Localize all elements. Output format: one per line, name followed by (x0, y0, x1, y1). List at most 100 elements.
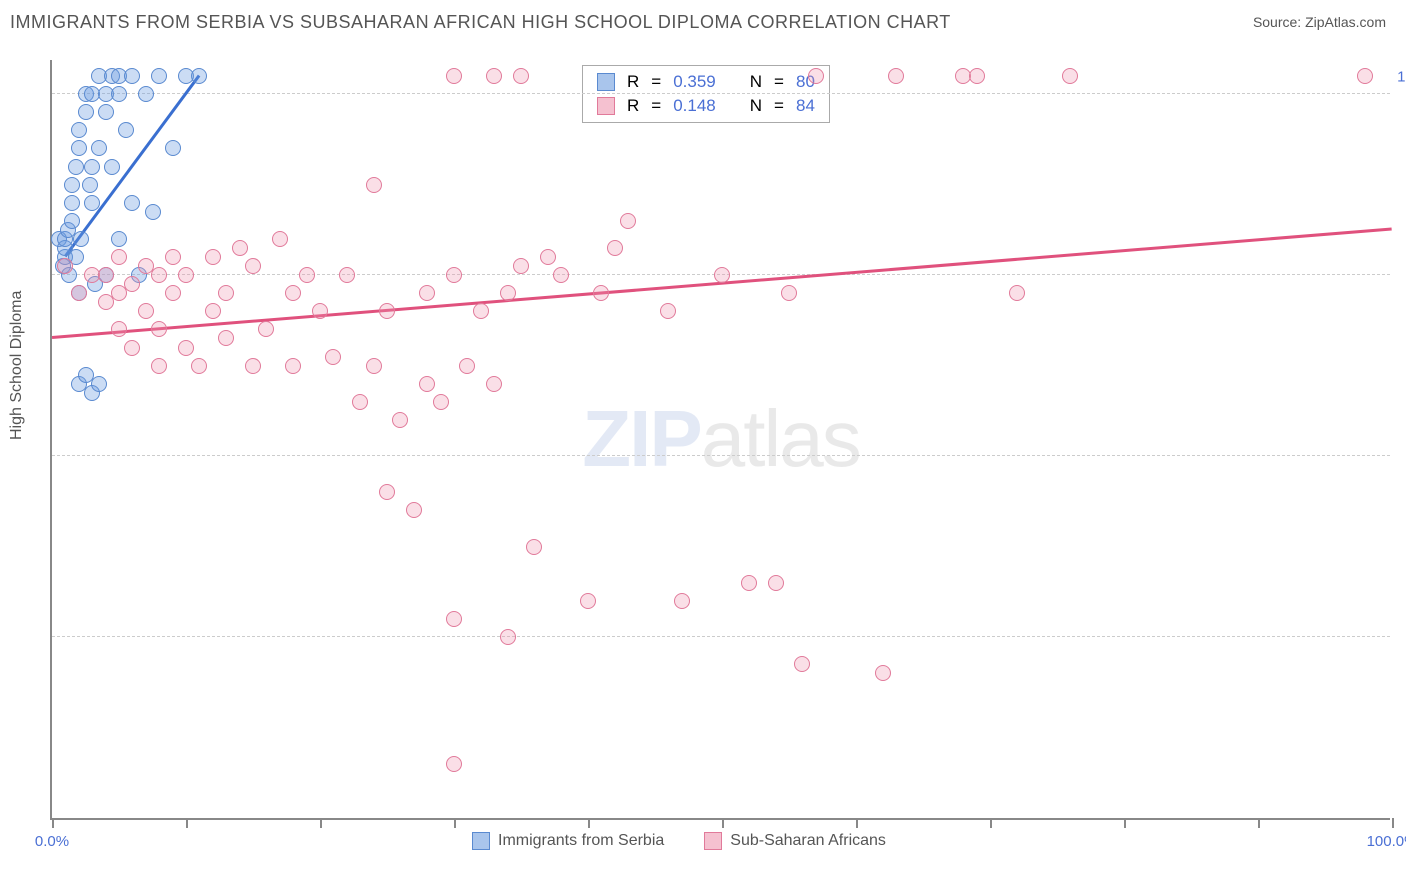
legend-item-subsaharan: Sub-Saharan Africans (704, 832, 886, 850)
watermark-atlas: atlas (701, 394, 860, 483)
swatch-subsaharan (597, 97, 615, 115)
data-point (111, 321, 127, 337)
data-point (285, 285, 301, 301)
data-point (178, 267, 194, 283)
legend-swatch-subsaharan (704, 832, 722, 850)
stat-eq: = (774, 72, 784, 92)
legend-label-serbia: Immigrants from Serbia (498, 832, 664, 850)
data-point (580, 593, 596, 609)
stat-r-label: R (627, 96, 639, 116)
data-point (84, 159, 100, 175)
data-point (165, 140, 181, 156)
data-point (620, 213, 636, 229)
data-point (165, 249, 181, 265)
data-point (218, 330, 234, 346)
x-tick-label: 100.0% (1367, 833, 1406, 850)
data-point (258, 321, 274, 337)
data-point (57, 258, 73, 274)
data-point (339, 267, 355, 283)
data-point (1009, 285, 1025, 301)
data-point (272, 231, 288, 247)
legend-swatch-serbia (472, 832, 490, 850)
data-point (124, 340, 140, 356)
data-point (218, 285, 234, 301)
x-tick (320, 818, 322, 828)
data-point (888, 68, 904, 84)
data-point (124, 276, 140, 292)
data-point (151, 68, 167, 84)
data-point (486, 68, 502, 84)
data-point (366, 177, 382, 193)
x-tick-label: 0.0% (35, 833, 69, 850)
data-point (178, 340, 194, 356)
data-point (406, 502, 422, 518)
x-tick (454, 818, 456, 828)
data-point (91, 140, 107, 156)
data-point (71, 140, 87, 156)
stat-n-value-subsaharan: 84 (796, 96, 815, 116)
data-point (191, 358, 207, 374)
data-point (91, 376, 107, 392)
data-point (513, 68, 529, 84)
stat-n-label: N (750, 72, 762, 92)
data-point (714, 267, 730, 283)
data-point (71, 285, 87, 301)
stat-eq: = (651, 96, 661, 116)
data-point (419, 376, 435, 392)
data-point (138, 86, 154, 102)
data-point (553, 267, 569, 283)
stat-r-value-serbia: 0.359 (673, 72, 716, 92)
data-point (151, 321, 167, 337)
stat-eq: = (651, 72, 661, 92)
data-point (1062, 68, 1078, 84)
data-point (299, 267, 315, 283)
data-point (124, 195, 140, 211)
gridline (52, 93, 1390, 94)
data-point (73, 231, 89, 247)
y-tick-label: 100.0% (1397, 69, 1406, 86)
data-point (875, 665, 891, 681)
stat-r-value-subsaharan: 0.148 (673, 96, 716, 116)
data-point (191, 68, 207, 84)
data-point (98, 267, 114, 283)
data-point (593, 285, 609, 301)
x-tick (722, 818, 724, 828)
swatch-serbia (597, 73, 615, 91)
data-point (245, 358, 261, 374)
data-point (111, 231, 127, 247)
data-point (111, 249, 127, 265)
x-tick (990, 818, 992, 828)
x-tick (186, 818, 188, 828)
data-point (165, 285, 181, 301)
data-point (138, 303, 154, 319)
data-point (379, 303, 395, 319)
gridline (52, 636, 1390, 637)
data-point (104, 159, 120, 175)
data-point (366, 358, 382, 374)
data-point (768, 575, 784, 591)
x-tick (856, 818, 858, 828)
data-point (433, 394, 449, 410)
stats-row-serbia: R = 0.359 N = 80 (597, 70, 815, 94)
watermark-zip: ZIP (582, 394, 700, 483)
data-point (446, 68, 462, 84)
data-point (64, 177, 80, 193)
x-tick (1124, 818, 1126, 828)
data-point (660, 303, 676, 319)
data-point (1357, 68, 1373, 84)
data-point (513, 258, 529, 274)
legend: Immigrants from Serbia Sub-Saharan Afric… (472, 832, 886, 850)
data-point (151, 267, 167, 283)
plot-area: ZIPatlas R = 0.359 N = 80 R = 0.148 N = … (50, 60, 1390, 820)
data-point (969, 68, 985, 84)
data-point (151, 358, 167, 374)
data-point (540, 249, 556, 265)
x-tick (588, 818, 590, 828)
data-point (500, 285, 516, 301)
data-point (379, 484, 395, 500)
source-label: Source: ZipAtlas.com (1253, 14, 1386, 30)
data-point (312, 303, 328, 319)
data-point (82, 177, 98, 193)
data-point (145, 204, 161, 220)
data-point (205, 303, 221, 319)
